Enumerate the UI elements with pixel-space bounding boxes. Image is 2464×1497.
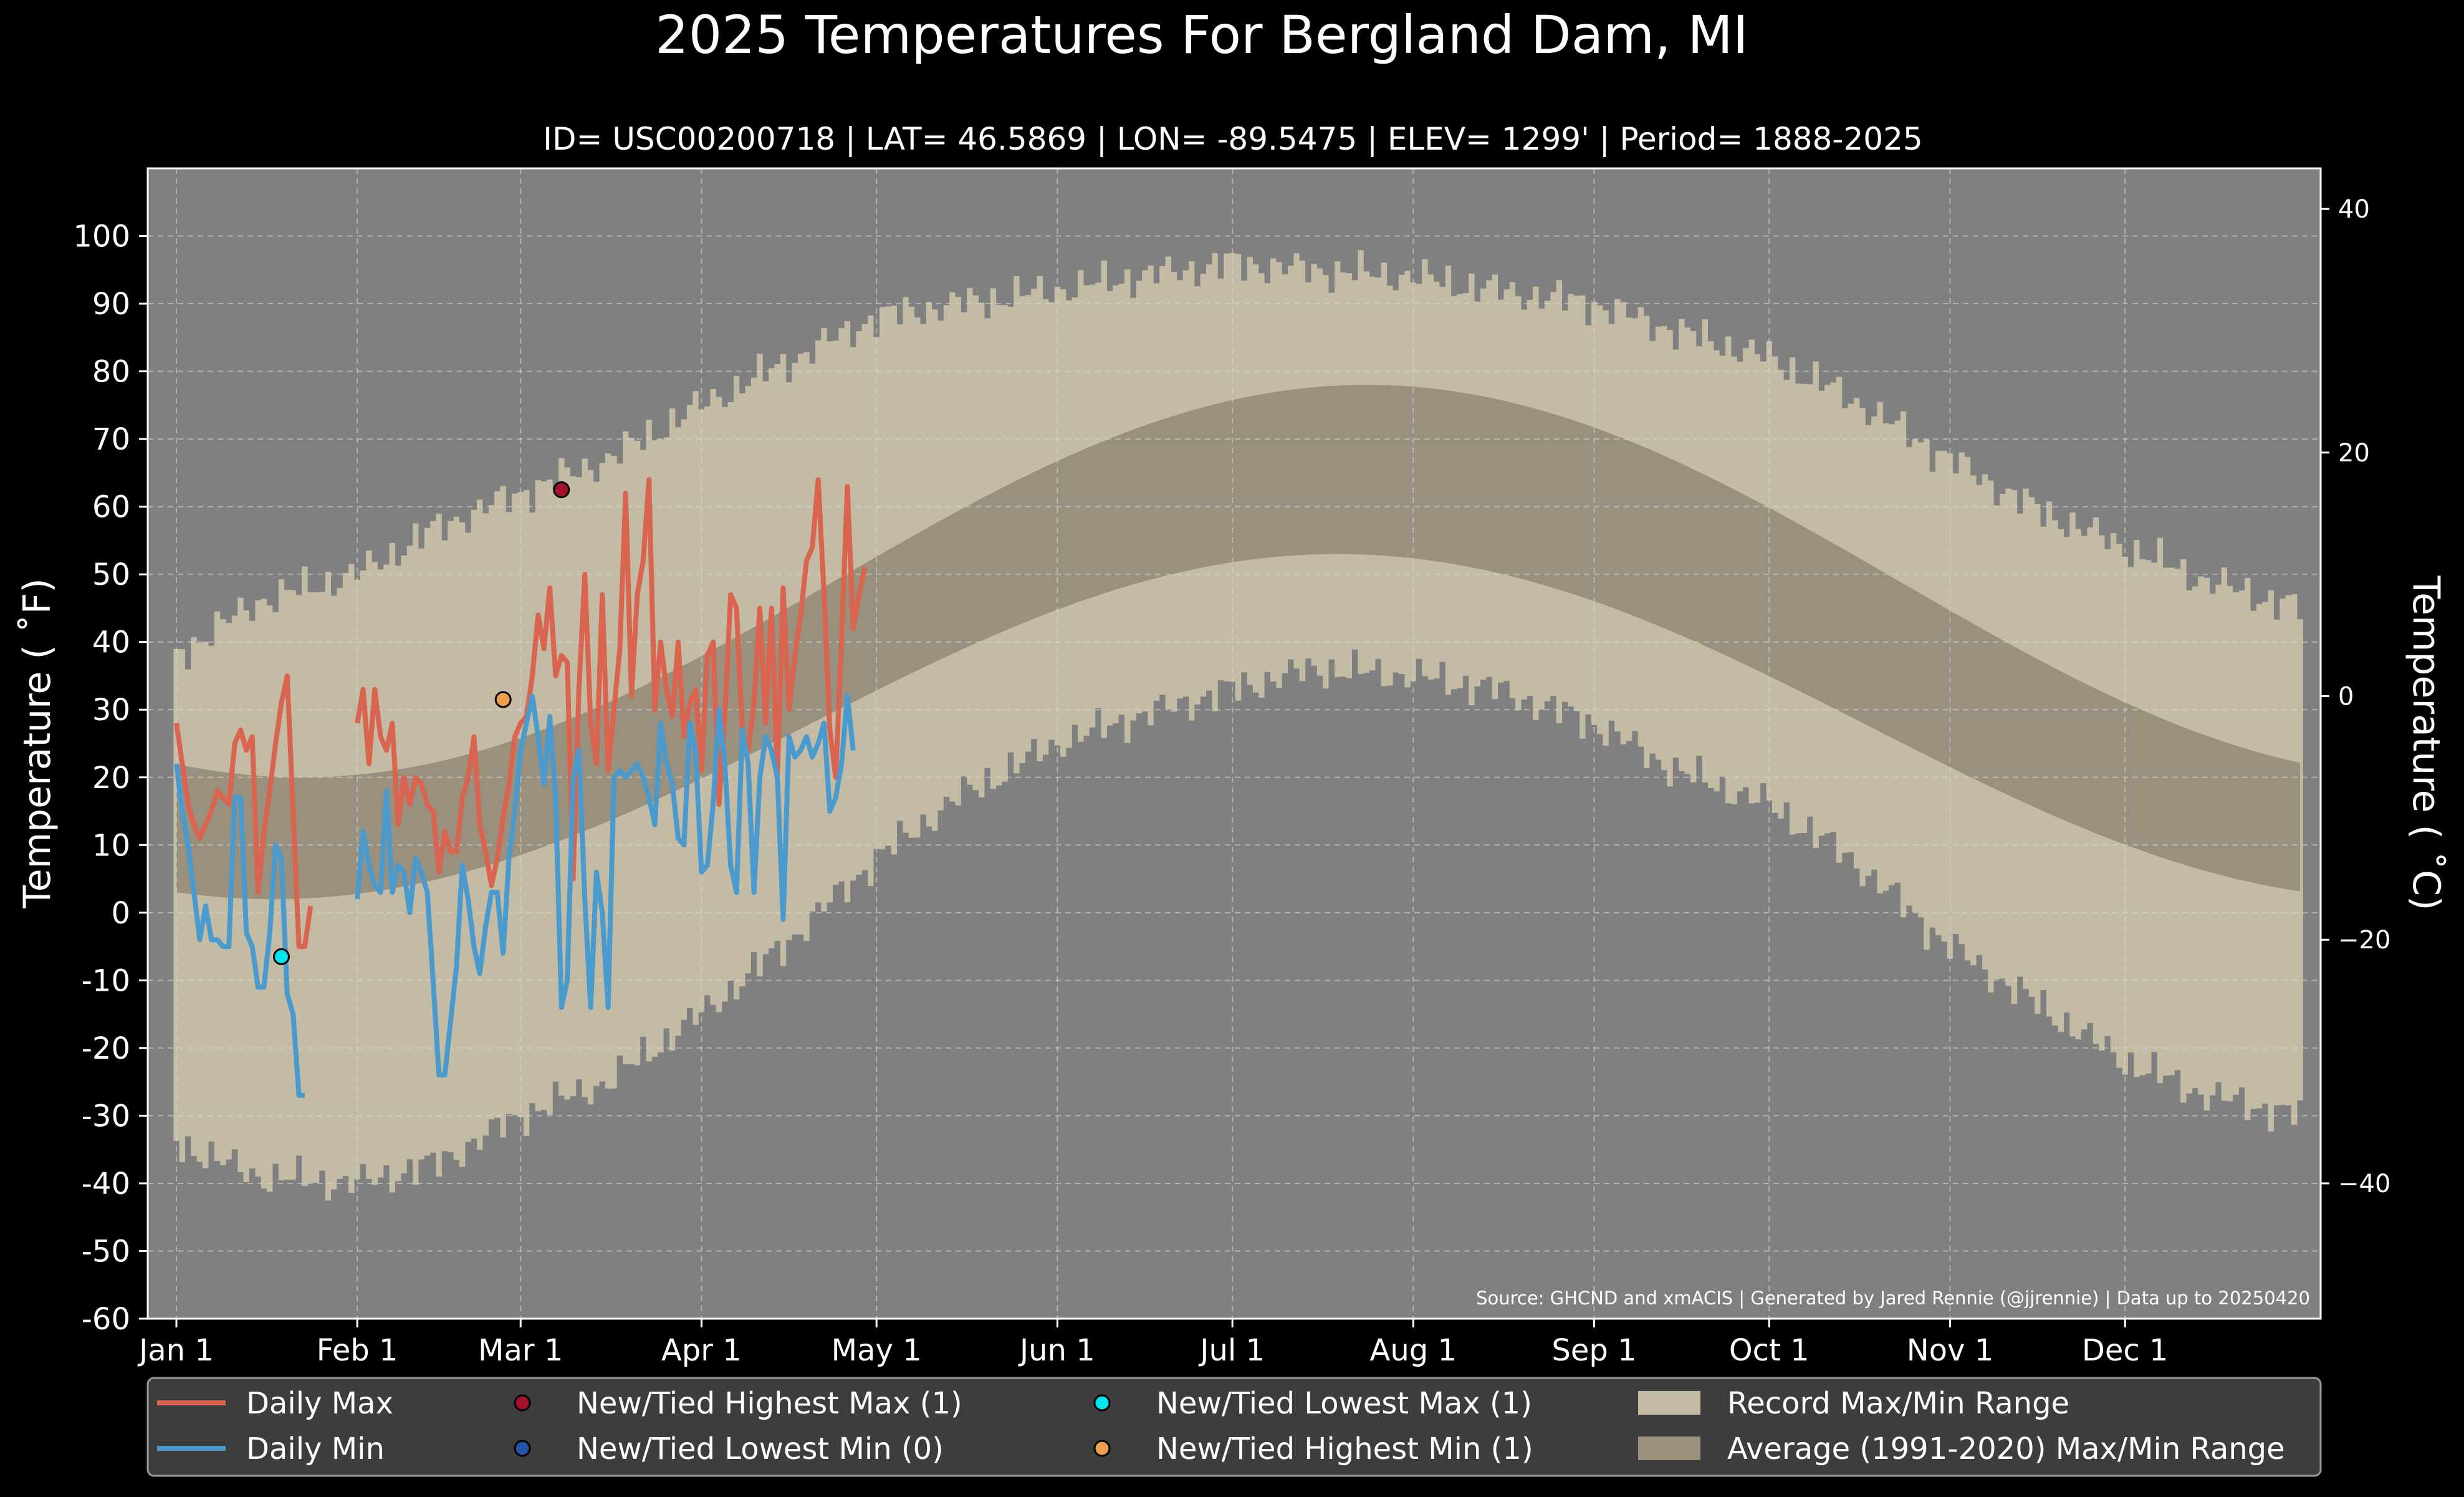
x-tick-label: Sep 1: [1551, 1333, 1636, 1368]
daily-max-line: [174, 477, 868, 950]
legend-swatch-new_low_max: [1093, 1394, 1111, 1412]
y-tick-label: 90: [92, 287, 130, 322]
legend-label-new_high_max: New/Tied Highest Max (1): [577, 1386, 962, 1421]
x-tick-label: Apr 1: [661, 1333, 742, 1368]
x-tick-label: Mar 1: [478, 1333, 563, 1368]
source-note: Source: GHCND and xmACIS | Generated by …: [1476, 1288, 2310, 1309]
y-tick-label: 20: [92, 761, 130, 796]
x-tick-label: Jul 1: [1198, 1333, 1265, 1368]
y-right-tick-label: 0: [2338, 683, 2354, 711]
y-tick-label: 10: [92, 828, 130, 863]
y-axis-right: 40 20 0 −20 −40: [2321, 195, 2390, 1198]
y-axis-label-left: Temperature ( ˚F): [16, 578, 59, 909]
chart-subtitle: ID= USC00200718 | LAT= 46.5869 | LON= -8…: [543, 121, 1922, 157]
legend-label-new_low_max: New/Tied Lowest Max (1): [1156, 1386, 1532, 1421]
y-right-tick-label: 20: [2338, 439, 2370, 468]
legend-label-record_range: Record Max/Min Range: [1727, 1386, 2069, 1421]
legend-swatch-average_range: [1638, 1437, 1700, 1460]
x-tick-label: Nov 1: [1907, 1333, 1993, 1368]
y-axis-left: -60 -50 -40 -30 -20 -10 0 10 20 30 40 50 60 70 80 90 100: [73, 219, 148, 1337]
y-tick-label: -30: [82, 1099, 130, 1134]
legend-swatch-new_high_max: [514, 1394, 531, 1412]
y-tick-label: 70: [92, 422, 130, 457]
x-axis: Jan 1 Feb 1 Mar 1 Apr 1 May 1 Jun 1 Jul 1 Aug 1…: [137, 1319, 2169, 1368]
legend: Daily Max Daily Min New/Tied Highest Max (…: [146, 1377, 2322, 1477]
legend-label-new_low_min: New/Tied Lowest Min (0): [577, 1432, 944, 1466]
record-marker-new_high_max: [553, 481, 570, 499]
chart-title: 2025 Temperatures For Bergland Dam, MI: [655, 4, 1748, 65]
legend-swatch-new_low_min: [514, 1440, 531, 1457]
plot-frame: [146, 167, 2322, 1320]
y-tick-label: 30: [92, 693, 130, 728]
y-tick-label: 40: [92, 625, 130, 660]
x-tick-label: Feb 1: [317, 1333, 398, 1368]
record-marker-new_high_min: [494, 691, 512, 708]
legend-label-average_range: Average (1991-2020) Max/Min Range: [1727, 1432, 2285, 1466]
legend-label-daily_min: Daily Min: [246, 1432, 385, 1466]
daily-min-line: [174, 693, 856, 1098]
y-tick-label: 80: [92, 355, 130, 390]
legend-box: [146, 1377, 2322, 1477]
x-tick-label: Dec 1: [2082, 1333, 2169, 1368]
y-tick-label: -40: [82, 1167, 130, 1201]
legend-label-new_high_min: New/Tied Highest Min (1): [1156, 1432, 1533, 1466]
plot-area: Source: GHCND and xmACIS | Generated by …: [146, 167, 2322, 1320]
x-tick-label: Jun 1: [1018, 1333, 1095, 1368]
y-tick-label: 60: [92, 490, 130, 525]
y-right-tick-label: −20: [2338, 926, 2390, 955]
record-markers: [272, 481, 570, 965]
legend-label-daily_max: Daily Max: [246, 1386, 393, 1421]
y-tick-label: -60: [82, 1302, 130, 1337]
y-tick-label: -50: [82, 1234, 130, 1269]
y-tick-label: -10: [82, 963, 130, 998]
x-tick-label: Aug 1: [1370, 1333, 1457, 1368]
y-tick-label: 0: [111, 896, 130, 931]
y-right-tick-label: 40: [2338, 195, 2370, 224]
y-axis-label-right: Temperature ( ˚C): [2404, 575, 2448, 911]
legend-swatch-new_high_min: [1093, 1440, 1111, 1457]
legend-swatch-record_range: [1638, 1391, 1700, 1415]
y-tick-label: 100: [73, 219, 130, 254]
record-marker-new_low_max: [272, 948, 290, 965]
x-tick-label: May 1: [832, 1333, 922, 1368]
y-tick-label: 50: [92, 557, 130, 592]
x-tick-label: Oct 1: [1729, 1333, 1810, 1368]
y-right-tick-label: −40: [2338, 1170, 2390, 1198]
average-range-band: [176, 385, 2300, 900]
y-tick-label: -20: [82, 1031, 130, 1066]
record-range-band: [173, 250, 2303, 1201]
x-tick-label: Jan 1: [137, 1333, 214, 1368]
